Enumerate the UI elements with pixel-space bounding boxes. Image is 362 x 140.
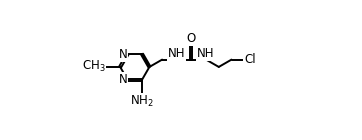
Text: NH: NH xyxy=(197,47,215,60)
Text: CH$_3$: CH$_3$ xyxy=(82,59,106,74)
Text: NH$_2$: NH$_2$ xyxy=(130,94,154,109)
Text: N: N xyxy=(119,48,127,61)
Text: Cl: Cl xyxy=(244,53,256,66)
Text: NH: NH xyxy=(168,47,186,60)
Text: O: O xyxy=(187,32,196,45)
Text: N: N xyxy=(119,73,127,86)
